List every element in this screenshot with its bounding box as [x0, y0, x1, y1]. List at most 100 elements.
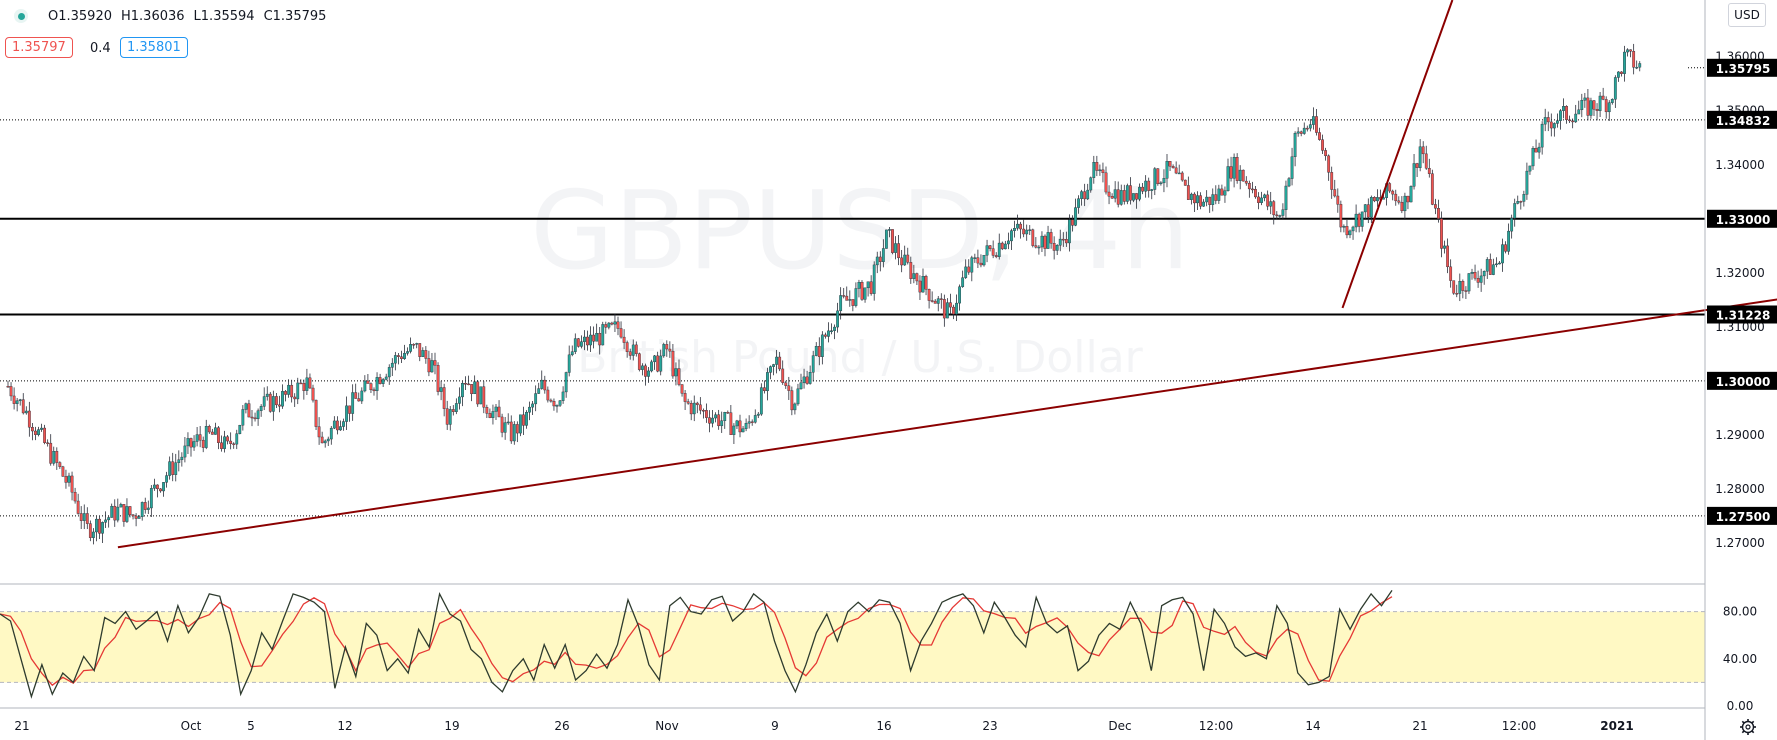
candle-body: [415, 343, 419, 345]
time-label-11: 12:00: [1199, 719, 1234, 733]
candle: [942, 294, 946, 327]
time-label-6: Nov: [655, 719, 678, 733]
candle: [958, 284, 962, 311]
candle-body: [125, 506, 129, 522]
price-tick-2: 1.34000: [1715, 158, 1765, 172]
time-axis[interactable]: 21 Oct 5 12 19 26 Nov 9 16 23 Dec 12:00 14 21 12:00 202…: [14, 719, 1633, 733]
candle: [549, 398, 553, 403]
candle: [827, 322, 830, 343]
candle: [6, 380, 10, 388]
candle: [644, 363, 647, 386]
candle-body: [683, 393, 687, 402]
candle: [329, 426, 333, 445]
candle: [851, 299, 855, 312]
candle-body: [1388, 183, 1392, 192]
candle: [756, 412, 760, 419]
ohlc-close: C1.35795: [263, 8, 327, 24]
candle: [253, 412, 257, 422]
candle-body: [750, 421, 754, 423]
currency-button[interactable]: USD: [1728, 3, 1766, 27]
candle-body: [46, 442, 50, 444]
candle-body: [540, 379, 544, 389]
candle-body: [732, 425, 736, 435]
candle-body: [641, 365, 644, 370]
candle: [698, 397, 702, 415]
time-label-4: 19: [444, 719, 459, 733]
candle: [894, 236, 897, 260]
candle: [1235, 153, 1239, 184]
candle: [1559, 109, 1562, 130]
candle-body: [1568, 119, 1572, 122]
candle-body: [390, 362, 394, 368]
candle-body: [573, 338, 577, 352]
candle-body: [817, 346, 821, 357]
candle-body: [43, 427, 47, 443]
candle: [1101, 162, 1105, 183]
candle: [213, 422, 217, 435]
candle-body: [772, 364, 775, 367]
candle-body: [930, 300, 934, 302]
candle: [1321, 134, 1324, 155]
buy-price-button[interactable]: 1.35801: [120, 37, 188, 58]
candle-body: [1281, 209, 1285, 216]
candle: [183, 437, 187, 463]
candle-body: [293, 396, 297, 400]
sell-price-button[interactable]: 1.35797: [5, 37, 73, 58]
candle-body: [351, 392, 355, 414]
candle: [647, 366, 650, 383]
candle-body: [1452, 280, 1456, 294]
candle-body: [134, 515, 138, 519]
settings-gear-icon[interactable]: [1740, 719, 1756, 735]
candle: [854, 282, 858, 308]
candle-body: [686, 401, 690, 404]
candle: [866, 281, 870, 297]
candle-body: [656, 355, 660, 372]
candle-body: [1193, 193, 1196, 204]
candle: [589, 326, 592, 353]
candle-body: [406, 351, 409, 354]
candle-body: [369, 383, 373, 391]
candle: [619, 321, 623, 339]
stochastic-axis[interactable]: 80.00 40.00 0.00: [1723, 605, 1757, 713]
candle: [735, 419, 739, 430]
candle: [91, 528, 95, 545]
candle-body: [308, 377, 312, 389]
price-tick-4: 1.32000: [1715, 266, 1765, 280]
candle-body: [76, 500, 80, 514]
candle: [351, 384, 355, 421]
candle-body: [665, 344, 669, 350]
candle-body: [549, 399, 553, 402]
candle: [1339, 200, 1343, 233]
candle: [946, 298, 949, 319]
candle: [799, 373, 803, 390]
candle: [903, 245, 907, 266]
candle-body: [1019, 223, 1023, 230]
candle-body: [1443, 245, 1446, 249]
candle: [1290, 147, 1294, 186]
candle: [1595, 103, 1599, 121]
candle-body: [1479, 275, 1483, 283]
candle: [110, 503, 114, 518]
candle: [1598, 92, 1602, 118]
candle-body: [720, 420, 724, 427]
candle: [58, 461, 62, 469]
candle: [55, 447, 59, 470]
candle: [729, 404, 733, 435]
candle: [1604, 96, 1608, 119]
symbol-status-icon[interactable]: [14, 9, 28, 23]
candle: [1372, 196, 1376, 203]
candle-body: [229, 440, 233, 444]
candle: [991, 240, 995, 259]
candle-body: [387, 367, 391, 378]
candle-body: [1250, 188, 1254, 191]
candle-body: [418, 343, 422, 357]
candle: [665, 340, 669, 357]
candle-body: [1144, 180, 1148, 192]
candle-body: [1321, 139, 1324, 151]
candle: [641, 363, 644, 376]
candle: [1260, 191, 1263, 206]
candle: [229, 432, 233, 450]
candle: [842, 287, 846, 299]
candle: [1055, 244, 1059, 256]
